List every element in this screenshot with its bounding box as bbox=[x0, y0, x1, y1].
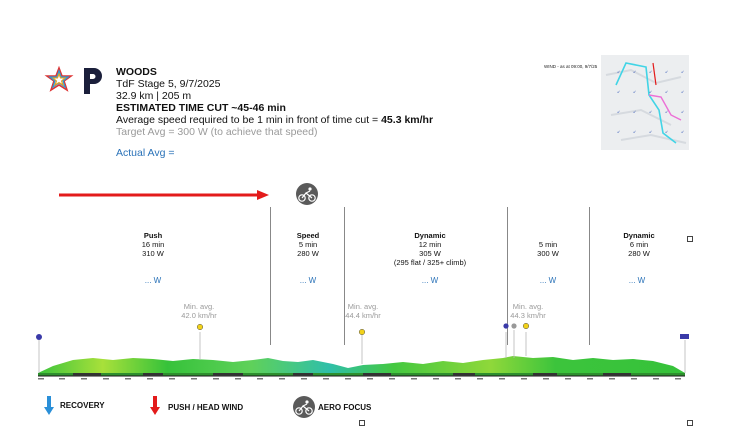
segment-power: 300 W bbox=[537, 249, 559, 258]
finish-marker-icon bbox=[680, 334, 689, 339]
aero-cyclist-icon bbox=[295, 183, 319, 205]
avg-speed-line: Average speed required to be 1 min in fr… bbox=[116, 114, 433, 126]
min-avg-label: Min. avg. bbox=[512, 302, 544, 311]
segment-push: Push 16 min 310 W bbox=[113, 231, 193, 258]
svg-text:↙: ↙ bbox=[633, 89, 636, 94]
svg-text:↙: ↙ bbox=[649, 89, 652, 94]
segment-duration: 16 min bbox=[141, 240, 165, 249]
target-avg: Target Avg = 300 W (to achieve that spee… bbox=[116, 126, 318, 138]
segment-actual-watts: ... W bbox=[144, 276, 162, 285]
checkpoint-marker-icon bbox=[503, 323, 509, 329]
segment-divider bbox=[589, 207, 590, 345]
time-cut-label: ESTIMATED TIME CUT ~45-46 min bbox=[116, 102, 286, 114]
min-avg-value: 44.4 km/hr bbox=[345, 311, 381, 320]
min-avg-label: Min. avg. bbox=[183, 302, 215, 311]
wind-map-graphic: ↙ ↙ ↙ ↙ ↙ ↙ ↙ ↙ ↙ ↙ ↙ ↙ ↙ ↙ ↙ ↙ ↙ ↙ ↙ ↙ bbox=[601, 55, 689, 150]
resize-handle[interactable] bbox=[359, 420, 365, 426]
svg-text:↙: ↙ bbox=[649, 69, 652, 74]
min-avg-value: 44.3 km/hr bbox=[510, 311, 546, 320]
segment-power: 280 W bbox=[297, 249, 319, 258]
segment-actual-watts: ... W bbox=[628, 276, 646, 285]
min-avg-value: 42.0 km/hr bbox=[181, 311, 217, 320]
segment-power: 310 W bbox=[142, 249, 164, 258]
svg-text:↙: ↙ bbox=[665, 129, 668, 134]
segment-title: Dynamic bbox=[414, 231, 446, 240]
actual-avg: Actual Avg = bbox=[116, 147, 175, 159]
svg-text:↙: ↙ bbox=[633, 109, 636, 114]
svg-text:↙: ↙ bbox=[681, 69, 684, 74]
min-avg-label: Min. avg. bbox=[347, 302, 379, 311]
svg-text:↙: ↙ bbox=[617, 109, 620, 114]
elevation-profile-graphic bbox=[36, 322, 689, 380]
star-logo-icon bbox=[44, 65, 102, 94]
resize-handle[interactable] bbox=[687, 236, 693, 242]
segment-steady: 5 min 300 W bbox=[513, 240, 583, 258]
segment-divider bbox=[344, 207, 345, 345]
checkpoint-marker-icon bbox=[196, 323, 204, 331]
legend-aero: AERO FOCUS bbox=[318, 403, 372, 412]
resize-handle[interactable] bbox=[687, 420, 693, 426]
checkpoint-marker-icon bbox=[358, 328, 366, 336]
segment-title: Speed bbox=[296, 231, 320, 240]
team-logo bbox=[44, 65, 110, 96]
segment-title: Dynamic bbox=[623, 231, 655, 240]
avg-speed-value: 45.3 km/hr bbox=[381, 114, 434, 126]
start-marker-icon bbox=[36, 334, 42, 340]
segment-duration: 6 min bbox=[629, 240, 649, 249]
legend-push: PUSH / HEAD WIND bbox=[168, 403, 244, 412]
svg-text:↙: ↙ bbox=[649, 129, 652, 134]
svg-text:↙: ↙ bbox=[681, 109, 684, 114]
red-down-arrow-icon bbox=[150, 396, 160, 416]
segment-power: 305 W bbox=[419, 249, 441, 258]
checkpoint-marker-icon bbox=[511, 323, 517, 329]
svg-text:↙: ↙ bbox=[617, 69, 620, 74]
svg-text:↙: ↙ bbox=[633, 69, 636, 74]
segment-power: 280 W bbox=[628, 249, 650, 258]
stage-label: TdF Stage 5, 9/7/2025 bbox=[116, 78, 221, 90]
svg-text:↙: ↙ bbox=[665, 109, 668, 114]
svg-text:↙: ↙ bbox=[649, 109, 652, 114]
legend-recovery: RECOVERY bbox=[60, 401, 105, 410]
segment-title: Push bbox=[143, 231, 163, 240]
min-avg-checkpoint-1: Min. avg. 42.0 km/hr bbox=[172, 302, 226, 320]
min-avg-checkpoint-2: Min. avg. 44.4 km/hr bbox=[336, 302, 390, 320]
segment-actual-watts: ... W bbox=[299, 276, 317, 285]
segment-divider bbox=[507, 207, 508, 345]
svg-text:↙: ↙ bbox=[665, 69, 668, 74]
segment-duration: 12 min bbox=[418, 240, 442, 249]
avg-speed-prefix: Average speed required to be 1 min in fr… bbox=[116, 114, 382, 126]
push-arrow bbox=[59, 187, 269, 200]
segment-note: (295 flat / 325+ climb) bbox=[393, 258, 467, 267]
segment-dynamic-2: Dynamic 6 min 280 W bbox=[604, 231, 674, 258]
segment-duration: 5 min bbox=[538, 240, 558, 249]
svg-text:↙: ↙ bbox=[665, 89, 668, 94]
svg-text:↙: ↙ bbox=[681, 89, 684, 94]
segment-dynamic-1: Dynamic 12 min 305 W (295 flat / 325+ cl… bbox=[370, 231, 490, 267]
team-name: WOODS bbox=[116, 66, 157, 78]
segment-actual-watts: ... W bbox=[539, 276, 557, 285]
blue-down-arrow-icon bbox=[44, 396, 54, 416]
red-arrow-icon bbox=[59, 190, 269, 200]
elevation-profile bbox=[33, 318, 693, 388]
segment-actual-watts: ... W bbox=[421, 276, 439, 285]
distance-elevation: 32.9 km | 205 m bbox=[116, 90, 192, 102]
segment-duration: 5 min bbox=[298, 240, 318, 249]
segment-divider bbox=[270, 207, 271, 345]
wind-map: ↙ ↙ ↙ ↙ ↙ ↙ ↙ ↙ ↙ ↙ ↙ ↙ ↙ ↙ ↙ ↙ ↙ ↙ ↙ ↙ bbox=[601, 55, 689, 150]
svg-text:↙: ↙ bbox=[681, 129, 684, 134]
svg-text:↙: ↙ bbox=[633, 129, 636, 134]
svg-text:↙: ↙ bbox=[617, 89, 620, 94]
svg-text:↙: ↙ bbox=[617, 129, 620, 134]
wind-map-label: WIND - as at 09:00, 9/7/25 bbox=[544, 64, 598, 69]
aero-cyclist-legend-icon bbox=[292, 396, 316, 418]
checkpoint-marker-icon bbox=[522, 322, 530, 330]
segment-speed: Speed 5 min 280 W bbox=[273, 231, 343, 258]
min-avg-checkpoint-3: Min. avg. 44.3 km/hr bbox=[501, 302, 555, 320]
